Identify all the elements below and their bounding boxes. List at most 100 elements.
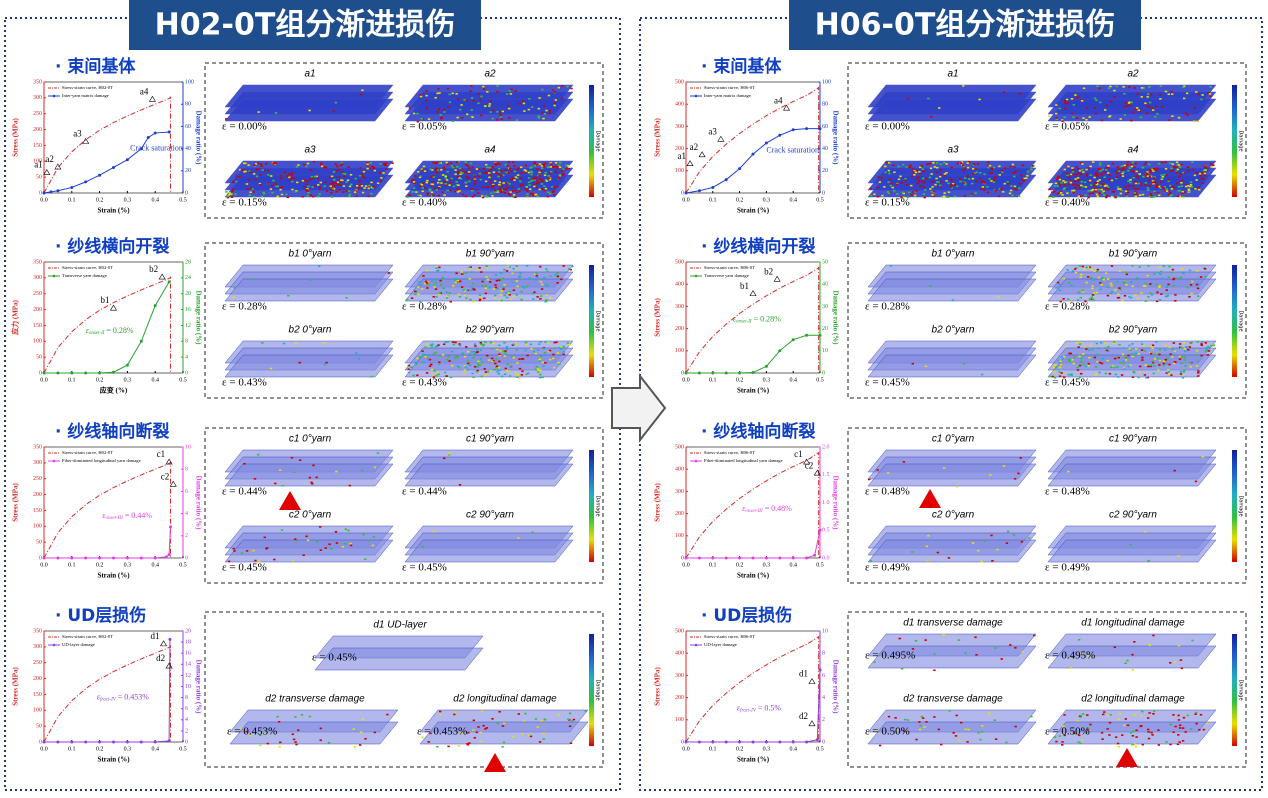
- y-tick-label: 300: [33, 644, 42, 650]
- damage-speck: [1018, 92, 1022, 95]
- damage-speck: [248, 194, 251, 197]
- damage-speck: [279, 188, 282, 191]
- damage-speck: [1209, 95, 1212, 98]
- damage-speck: [1082, 363, 1085, 366]
- damage-speck: [1131, 376, 1135, 379]
- damage-speck: [454, 278, 457, 280]
- x-axis-label: Strain (%): [97, 572, 130, 580]
- damage-speck: [449, 178, 452, 181]
- image-caption: a3: [947, 145, 959, 156]
- data-point: [724, 178, 728, 182]
- damage-speck: [437, 293, 441, 296]
- damage-speck: [998, 188, 1002, 190]
- y-tick-label: 250: [33, 476, 42, 482]
- damage-speck: [362, 533, 365, 536]
- damage-speck: [933, 166, 937, 168]
- damage-speck: [453, 713, 456, 716]
- damage-speck: [1140, 87, 1144, 89]
- damage-speck: [414, 361, 417, 364]
- damage-speck: [1060, 182, 1063, 184]
- stage-marker: [698, 151, 706, 158]
- damage-speck: [1122, 347, 1125, 349]
- damage-speck: [437, 344, 440, 346]
- damage-speck: [257, 560, 261, 563]
- damage-speck: [424, 355, 427, 358]
- damage-speck: [506, 165, 510, 167]
- damage-speck: [1058, 283, 1061, 286]
- data-point: [778, 349, 782, 353]
- damage-speck: [570, 720, 574, 722]
- damage-speck: [556, 272, 559, 275]
- damage-speck: [1026, 174, 1029, 177]
- damage-speck: [439, 117, 443, 120]
- damage-speck: [504, 169, 508, 172]
- damage-speck: [412, 181, 416, 183]
- damage-speck: [1179, 371, 1183, 373]
- damage-speck: [457, 98, 460, 100]
- y-tick-label: 400: [675, 102, 684, 108]
- damage-speck: [932, 162, 935, 164]
- damage-speck: [909, 166, 912, 168]
- damage-speck: [1146, 376, 1149, 379]
- stage-label: c2: [161, 471, 170, 481]
- damage-speck: [492, 171, 496, 174]
- damage-speck: [503, 294, 506, 297]
- damage-speck: [979, 177, 982, 180]
- damage-speck: [1182, 86, 1185, 89]
- damage-speck: [372, 166, 376, 169]
- damage-speck: [323, 166, 326, 169]
- damage-speck: [1021, 164, 1025, 167]
- damage-speck: [1100, 183, 1104, 185]
- damage-speck: [1099, 101, 1102, 104]
- damage-speck: [468, 278, 471, 280]
- damage-speck: [355, 195, 358, 198]
- damage-speck: [1138, 371, 1142, 373]
- damage-speck: [1063, 356, 1066, 358]
- damage-speck: [498, 279, 501, 282]
- damage-speck: [1075, 97, 1079, 99]
- damage-speck: [436, 181, 440, 184]
- damage-speck: [988, 164, 992, 167]
- damage-speck: [1167, 371, 1170, 374]
- annotation: Crack saturation: [130, 143, 183, 152]
- damage-speck: [1131, 735, 1135, 737]
- damage-speck: [1011, 194, 1014, 197]
- damage-speck: [548, 349, 552, 352]
- damage-speck: [455, 181, 458, 183]
- damage-speck: [1157, 369, 1160, 371]
- damage-speck: [311, 186, 314, 188]
- damage-speck: [475, 168, 479, 170]
- damage-speck: [1069, 179, 1072, 182]
- damage-speck: [1201, 455, 1205, 458]
- damage-speck: [458, 167, 462, 170]
- damage-speck: [318, 193, 321, 195]
- damage-speck: [1128, 295, 1131, 298]
- damage-speck: [294, 716, 297, 718]
- damage-speck: [567, 167, 570, 170]
- damage-speck: [963, 195, 966, 197]
- damage-speck: [1150, 196, 1153, 199]
- damage-speck: [1094, 112, 1098, 115]
- damage-speck: [887, 181, 890, 183]
- image-caption: d2 transverse damage: [265, 694, 365, 705]
- damage-speck: [435, 189, 438, 191]
- damage-speck: [511, 186, 514, 189]
- damage-speck: [1170, 93, 1174, 95]
- y-axis-label: Stress (MPa): [12, 667, 20, 706]
- y2-tick-label: 10: [822, 628, 828, 634]
- damage-speck: [1167, 179, 1170, 181]
- damage-speck: [1114, 736, 1118, 738]
- laminate-layer: [867, 463, 1037, 487]
- damage-speck: [448, 101, 452, 104]
- damage-speck: [448, 184, 451, 186]
- damage-speck: [1022, 180, 1026, 182]
- damage-speck: [1150, 282, 1153, 285]
- damage-speck: [499, 350, 503, 352]
- damage-speck: [261, 342, 264, 344]
- damage-speck: [1104, 372, 1108, 375]
- damage-speck: [230, 196, 234, 198]
- damage-speck: [1194, 354, 1197, 356]
- y2-tick-label: 100: [822, 79, 831, 85]
- damage-speck: [488, 166, 491, 169]
- damage-speck: [1169, 184, 1172, 187]
